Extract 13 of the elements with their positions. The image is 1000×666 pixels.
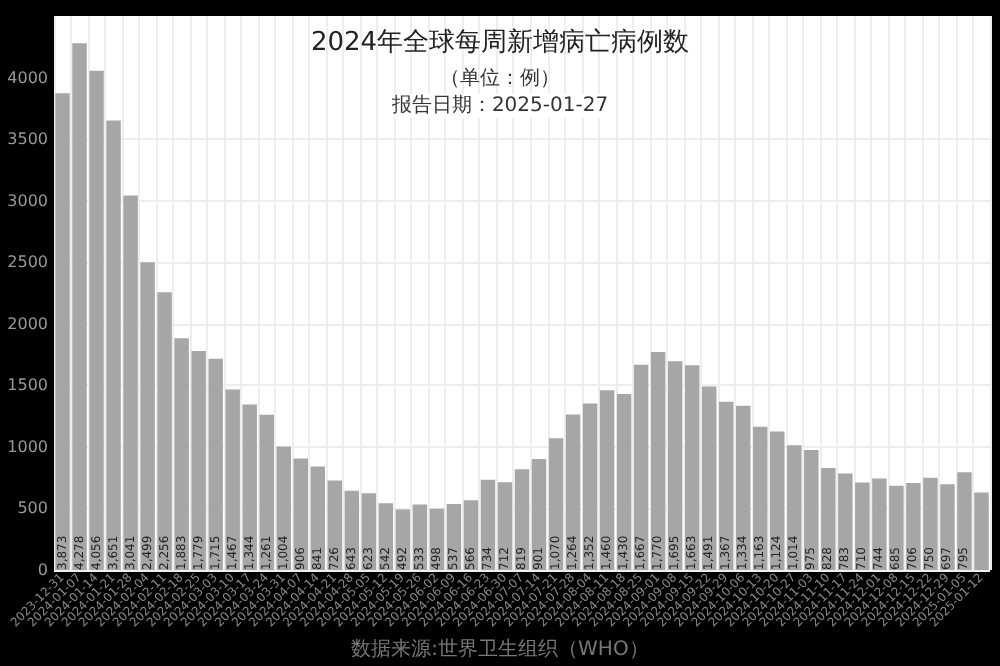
source-note: 数据来源:世界卫生组织（WHO） <box>351 637 649 661</box>
y-tick-label: 2000 <box>7 314 48 333</box>
annotation: 报告日期：2025-01-27 <box>389 93 609 117</box>
y-tick-label: 3000 <box>7 191 48 210</box>
y-tick-label: 2500 <box>7 253 48 272</box>
text: 2024年全球每周新增病亡病例数 <box>310 26 690 58</box>
y-tick-label: 500 <box>17 499 48 518</box>
y-tick-label: 4000 <box>7 68 48 87</box>
y-tick-label: 1000 <box>7 437 48 456</box>
y-tick-label: 1500 <box>7 376 48 395</box>
y-tick-label: 0 <box>37 561 48 579</box>
text: （单位：例） <box>440 66 560 90</box>
y-tick-label: 3500 <box>7 130 48 149</box>
